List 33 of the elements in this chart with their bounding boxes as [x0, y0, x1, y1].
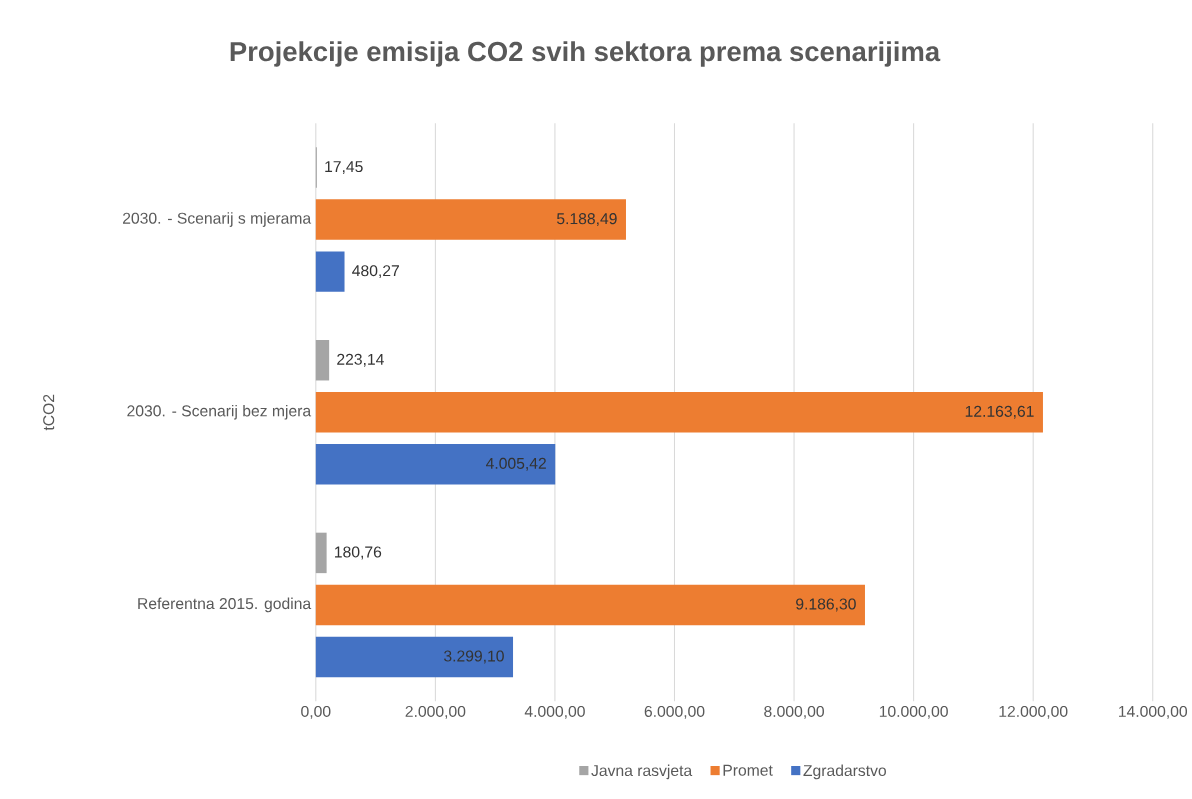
bar — [315, 584, 865, 625]
x-tick-label: 6.000,00 — [644, 705, 705, 719]
bar — [315, 443, 556, 485]
data-label: 5.188,49 — [556, 212, 617, 226]
data-label: 17,45 — [325, 161, 363, 174]
y-tick-label: 2030. - Scenarij s mjerama — [123, 212, 312, 227]
legend-label: Javna rasvjeta — [591, 764, 693, 780]
x-tick-label: 14.000,00 — [1119, 705, 1188, 719]
legend-label: Promet — [723, 764, 773, 776]
bar — [315, 636, 514, 678]
x-tick-label: 12.000,00 — [999, 705, 1068, 719]
x-tick-label: 10.000,00 — [879, 705, 948, 719]
y-tick-label: Referentna 2015. godina — [138, 597, 312, 613]
x-tick-label: 8.000,00 — [764, 705, 824, 719]
bar — [315, 251, 345, 292]
data-label: 180,76 — [335, 546, 382, 560]
y-axis-title: tCO2 — [43, 394, 55, 431]
x-tick-label: 0,00 — [301, 705, 331, 719]
y-tick-label: 2030. - Scenarij bez mjera — [127, 404, 312, 420]
legend-label: Zgradarstvo — [803, 764, 886, 780]
bar — [315, 199, 626, 240]
data-label: 9.186,30 — [796, 598, 856, 612]
data-label: 4.005,42 — [486, 457, 546, 471]
x-tick-label: 4.000,00 — [524, 705, 585, 719]
bar — [315, 532, 327, 573]
data-label: 223,14 — [337, 353, 384, 367]
bar — [315, 391, 1043, 433]
data-label: 12.163,61 — [965, 405, 1034, 419]
chart-title: Projekcije emisija CO2 svih sektora prema scenarijima — [230, 40, 941, 67]
x-tick-label: 2.000,00 — [405, 705, 466, 719]
bar — [315, 339, 330, 381]
data-label: 3.299,10 — [444, 650, 504, 664]
data-label: 480,27 — [352, 264, 399, 278]
